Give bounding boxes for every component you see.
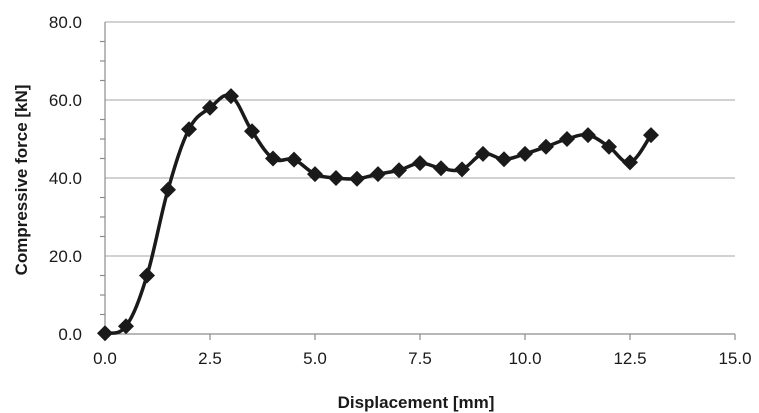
x-tick-label-0: 0.0 — [93, 349, 117, 368]
data-point-26 — [643, 127, 659, 144]
data-point-20 — [517, 145, 533, 162]
data-point-12 — [349, 170, 365, 187]
data-point-11 — [328, 170, 344, 186]
data-point-13 — [370, 166, 386, 183]
series — [97, 88, 659, 342]
y-tick-label-4: 80.0 — [49, 13, 82, 32]
data-point-22 — [559, 131, 575, 147]
data-point-19 — [496, 151, 512, 168]
x-tick-label-6: 15.0 — [718, 349, 751, 368]
gridlines — [105, 21, 735, 257]
data-point-4 — [181, 121, 197, 138]
data-point-15 — [412, 155, 428, 172]
y-tick-label-3: 60.0 — [49, 91, 82, 110]
y-tick-label-0: 0.0 — [58, 325, 82, 344]
data-point-24 — [601, 138, 617, 155]
x-tick-label-4: 10.0 — [508, 349, 541, 368]
data-point-7 — [244, 123, 260, 140]
y-tick-label-2: 40.0 — [49, 169, 82, 188]
data-point-0 — [97, 325, 113, 342]
x-tick-label-2: 5.0 — [303, 349, 327, 368]
data-point-1 — [118, 318, 134, 335]
y-axis-title: Compressive force [kN] — [12, 85, 31, 276]
data-point-25 — [622, 154, 638, 171]
data-point-17 — [454, 161, 470, 178]
tick-labels: 0.0 20.0 40.0 60.0 80.0 0.0 2.5 5.0 7.5 10.0 12.5 1… — [49, 13, 752, 368]
x-tick-label-3: 7.5 — [408, 349, 432, 368]
x-axis-title: Displacement [mm] — [338, 393, 495, 412]
x-tick-label-5: 12.5 — [613, 349, 646, 368]
y-tick-label-1: 20.0 — [49, 247, 82, 266]
data-point-8 — [265, 150, 281, 167]
data-point-16 — [433, 160, 449, 177]
data-point-14 — [391, 162, 407, 179]
data-point-21 — [538, 138, 554, 155]
data-point-18 — [475, 145, 491, 162]
x-tick-label-1: 2.5 — [198, 349, 222, 368]
data-point-10 — [307, 166, 323, 183]
data-point-23 — [580, 127, 596, 144]
data-point-2 — [139, 267, 155, 284]
data-point-6 — [223, 88, 239, 105]
data-point-3 — [160, 181, 176, 198]
data-point-5 — [202, 99, 218, 116]
data-point-9 — [286, 151, 302, 168]
